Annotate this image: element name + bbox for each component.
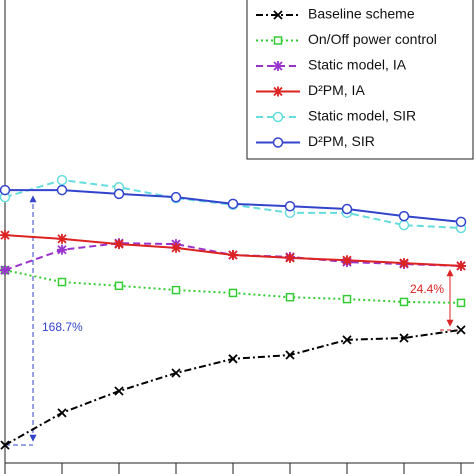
point: [284, 200, 296, 212]
point: [228, 288, 238, 298]
point: [0, 265, 10, 276]
legend-marker: [272, 137, 284, 148]
legend-label: Static model, SIR: [308, 108, 416, 124]
point: [342, 255, 352, 266]
point: [113, 188, 125, 200]
point: [171, 242, 181, 253]
point: [56, 174, 68, 186]
point: [114, 239, 124, 250]
legend-label: Baseline scheme: [308, 6, 415, 22]
legend: [246, 0, 474, 160]
point: [0, 230, 10, 241]
point: [285, 292, 295, 302]
plot: [0, 174, 467, 474]
annotation: 24.4%: [410, 282, 444, 296]
legend-marker: [273, 10, 283, 20]
point: [456, 260, 466, 271]
point: [114, 281, 124, 291]
series-line: [4, 328, 462, 446]
point: [285, 350, 295, 360]
point: [398, 219, 410, 231]
point: [56, 184, 68, 196]
point: [399, 297, 409, 307]
legend-marker: [272, 111, 284, 123]
legend-marker: [273, 61, 283, 71]
legend-label: Static model, IA: [308, 57, 407, 73]
point: [398, 210, 410, 222]
point: [171, 368, 181, 378]
legend-label: On/Off power control: [308, 31, 437, 47]
point: [114, 386, 124, 396]
legend-marker: [273, 86, 283, 97]
point: [342, 335, 352, 345]
legend-label: D²PM, IA: [308, 82, 365, 98]
point: [227, 198, 239, 210]
point: [0, 440, 10, 450]
series-line: [4, 269, 462, 304]
point: [0, 184, 11, 196]
point: [342, 294, 352, 304]
legend-label: D²PM, SIR: [308, 133, 375, 149]
legend-items: Baseline scheme On/Off power control Stati…: [256, 6, 437, 149]
point: [171, 285, 181, 295]
point: [57, 233, 67, 244]
point: [399, 333, 409, 343]
point: [170, 191, 182, 203]
annotation: 168.7%: [42, 320, 83, 334]
point: [341, 203, 353, 215]
point: [456, 325, 466, 335]
point: [456, 298, 466, 308]
legend-marker: [273, 36, 283, 45]
point: [57, 408, 67, 418]
point: [57, 244, 67, 255]
point: [285, 252, 295, 263]
point: [455, 216, 467, 228]
point: [57, 277, 67, 287]
point: [228, 354, 238, 364]
point: [399, 258, 409, 269]
point: [228, 250, 238, 261]
